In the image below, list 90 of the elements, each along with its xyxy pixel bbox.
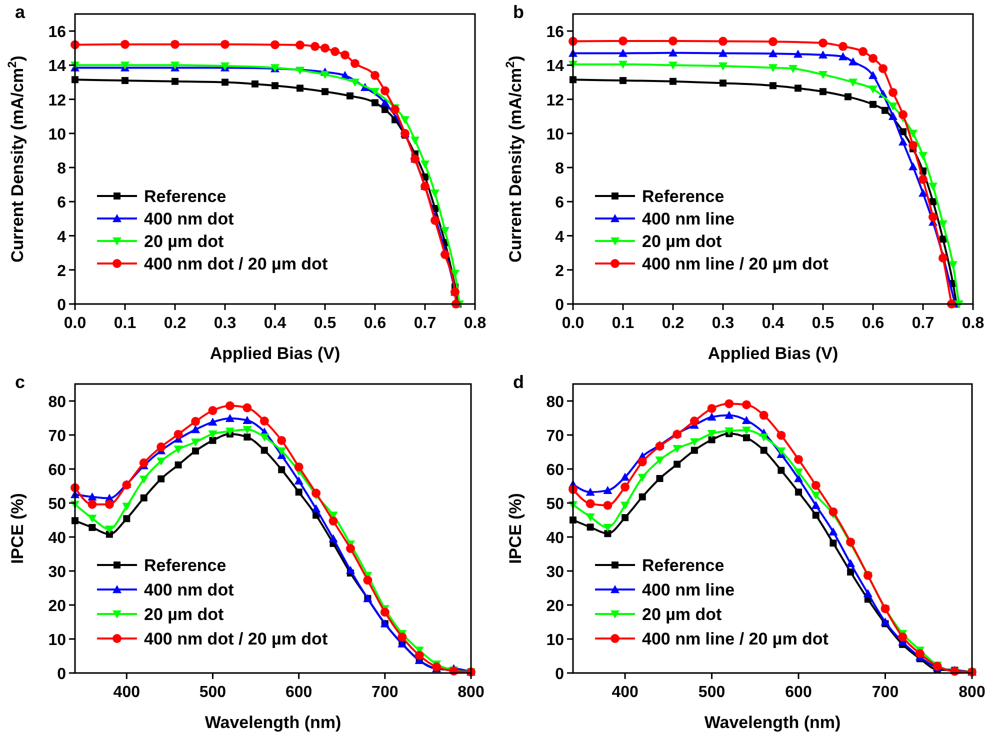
y-tick-label: 80 — [546, 394, 564, 411]
x-tick-label: 0.5 — [314, 315, 336, 332]
x-tick-label: 700 — [872, 684, 899, 701]
legend-label: 20 µm dot — [144, 232, 224, 251]
y-tick-label: 16 — [546, 24, 564, 42]
y-axis-title: IPCE (%) — [506, 493, 525, 564]
y-tick-label: 0 — [555, 297, 564, 314]
legend-label: 20 µm dot — [144, 605, 224, 624]
y-tick-label: 10 — [48, 632, 66, 649]
x-tick-label: 600 — [285, 684, 312, 701]
x-tick-label: 500 — [199, 684, 226, 701]
legend-label: 20 µm dot — [642, 232, 722, 251]
chart-title: b — [513, 2, 524, 22]
x-tick-label: 800 — [958, 684, 986, 701]
y-tick-label: 70 — [48, 428, 66, 445]
y-tick-label: 20 — [48, 598, 66, 615]
x-tick-label: 0.1 — [612, 315, 634, 332]
y-tick-label: 2 — [555, 262, 564, 280]
y-tick-label: 30 — [48, 564, 66, 581]
legend-label: Reference — [144, 187, 226, 206]
y-tick-label: 10 — [546, 126, 564, 144]
y-tick-label: 12 — [48, 92, 66, 110]
x-axis-title: Applied Bias (V) — [708, 344, 838, 363]
x-tick-label: 0.4 — [762, 315, 784, 332]
legend-label: 400 nm line — [642, 580, 735, 600]
y-tick-label: 16 — [48, 24, 66, 42]
x-tick-label: 0.0 — [64, 315, 86, 332]
x-tick-label: 400 — [612, 684, 638, 701]
y-tick-label: 50 — [48, 496, 66, 513]
legend-label: 400 nm line / 20 µm dot — [642, 254, 829, 274]
y-tick-label: 40 — [546, 530, 564, 547]
y-tick-label: 60 — [48, 462, 66, 479]
y-tick-label: 14 — [48, 58, 66, 76]
x-tick-label: 700 — [372, 684, 398, 701]
legend-label: 20 µm dot — [642, 605, 722, 624]
x-axis-title: Wavelength (nm) — [204, 713, 342, 732]
x-tick-label: 0.3 — [214, 315, 236, 332]
x-tick-label: 0.0 — [562, 315, 584, 332]
y-tick-label: 14 — [546, 58, 564, 76]
legend-label: 400 nm line — [642, 210, 735, 228]
y-tick-label: 4 — [555, 228, 564, 246]
legend-label: 400 nm dot — [144, 210, 234, 228]
y-tick-label: 0 — [57, 297, 66, 314]
x-tick-label: 500 — [698, 684, 726, 701]
y-axis-title: IPCE (%) — [8, 493, 27, 564]
chart-title: d — [513, 372, 524, 392]
x-tick-label: 0.7 — [414, 315, 436, 332]
y-tick-label: 30 — [546, 564, 564, 581]
y-tick-label: 2 — [57, 262, 66, 280]
x-tick-label: 600 — [785, 684, 812, 701]
x-tick-label: 0.2 — [662, 315, 684, 332]
y-tick-label: 70 — [546, 428, 564, 445]
legend-label: 400 nm dot / 20 µm dot — [144, 630, 328, 648]
y-tick-label: 0 — [555, 666, 564, 683]
y-tick-label: 8 — [57, 160, 66, 178]
y-tick-label: 20 — [546, 598, 564, 615]
y-tick-label: 8 — [555, 160, 564, 178]
legend-label: Reference — [642, 187, 724, 206]
y-tick-label: 0 — [57, 666, 66, 683]
y-tick-label: 40 — [48, 530, 66, 547]
legend-label: Reference — [144, 556, 226, 575]
y-tick-label: 6 — [57, 194, 66, 212]
x-tick-label: 0.3 — [712, 315, 734, 332]
x-tick-label: 0.6 — [862, 315, 884, 332]
y-tick-label: 80 — [48, 394, 66, 411]
x-tick-label: 0.7 — [912, 315, 934, 332]
x-tick-label: 0.4 — [264, 315, 286, 332]
x-tick-label: 0.8 — [464, 315, 486, 332]
y-tick-label: 50 — [546, 496, 564, 513]
legend-label: Reference — [642, 556, 724, 575]
y-tick-label: 10 — [48, 126, 66, 144]
chart-title: a — [15, 2, 26, 22]
x-axis-title: Applied Bias (V) — [210, 344, 340, 363]
legend-label: 400 nm line / 20 µm dot — [642, 630, 829, 648]
y-tick-label: 10 — [546, 632, 564, 649]
legend-label: 400 nm dot — [144, 580, 234, 600]
x-tick-label: 0.1 — [114, 315, 136, 332]
y-tick-label: 12 — [546, 92, 564, 110]
legend-label: 400 nm dot / 20 µm dot — [144, 254, 328, 274]
x-axis-title: Wavelength (nm) — [704, 713, 841, 732]
x-tick-label: 400 — [113, 684, 140, 701]
chart-title: c — [15, 372, 26, 392]
x-tick-label: 0.8 — [962, 315, 984, 332]
x-tick-label: 0.5 — [812, 315, 834, 332]
x-tick-label: 0.6 — [364, 315, 386, 332]
x-tick-label: 0.2 — [164, 315, 186, 332]
y-tick-label: 60 — [546, 462, 564, 479]
y-tick-label: 6 — [555, 194, 564, 212]
y-tick-label: 4 — [57, 228, 66, 246]
x-tick-label: 800 — [458, 684, 484, 701]
